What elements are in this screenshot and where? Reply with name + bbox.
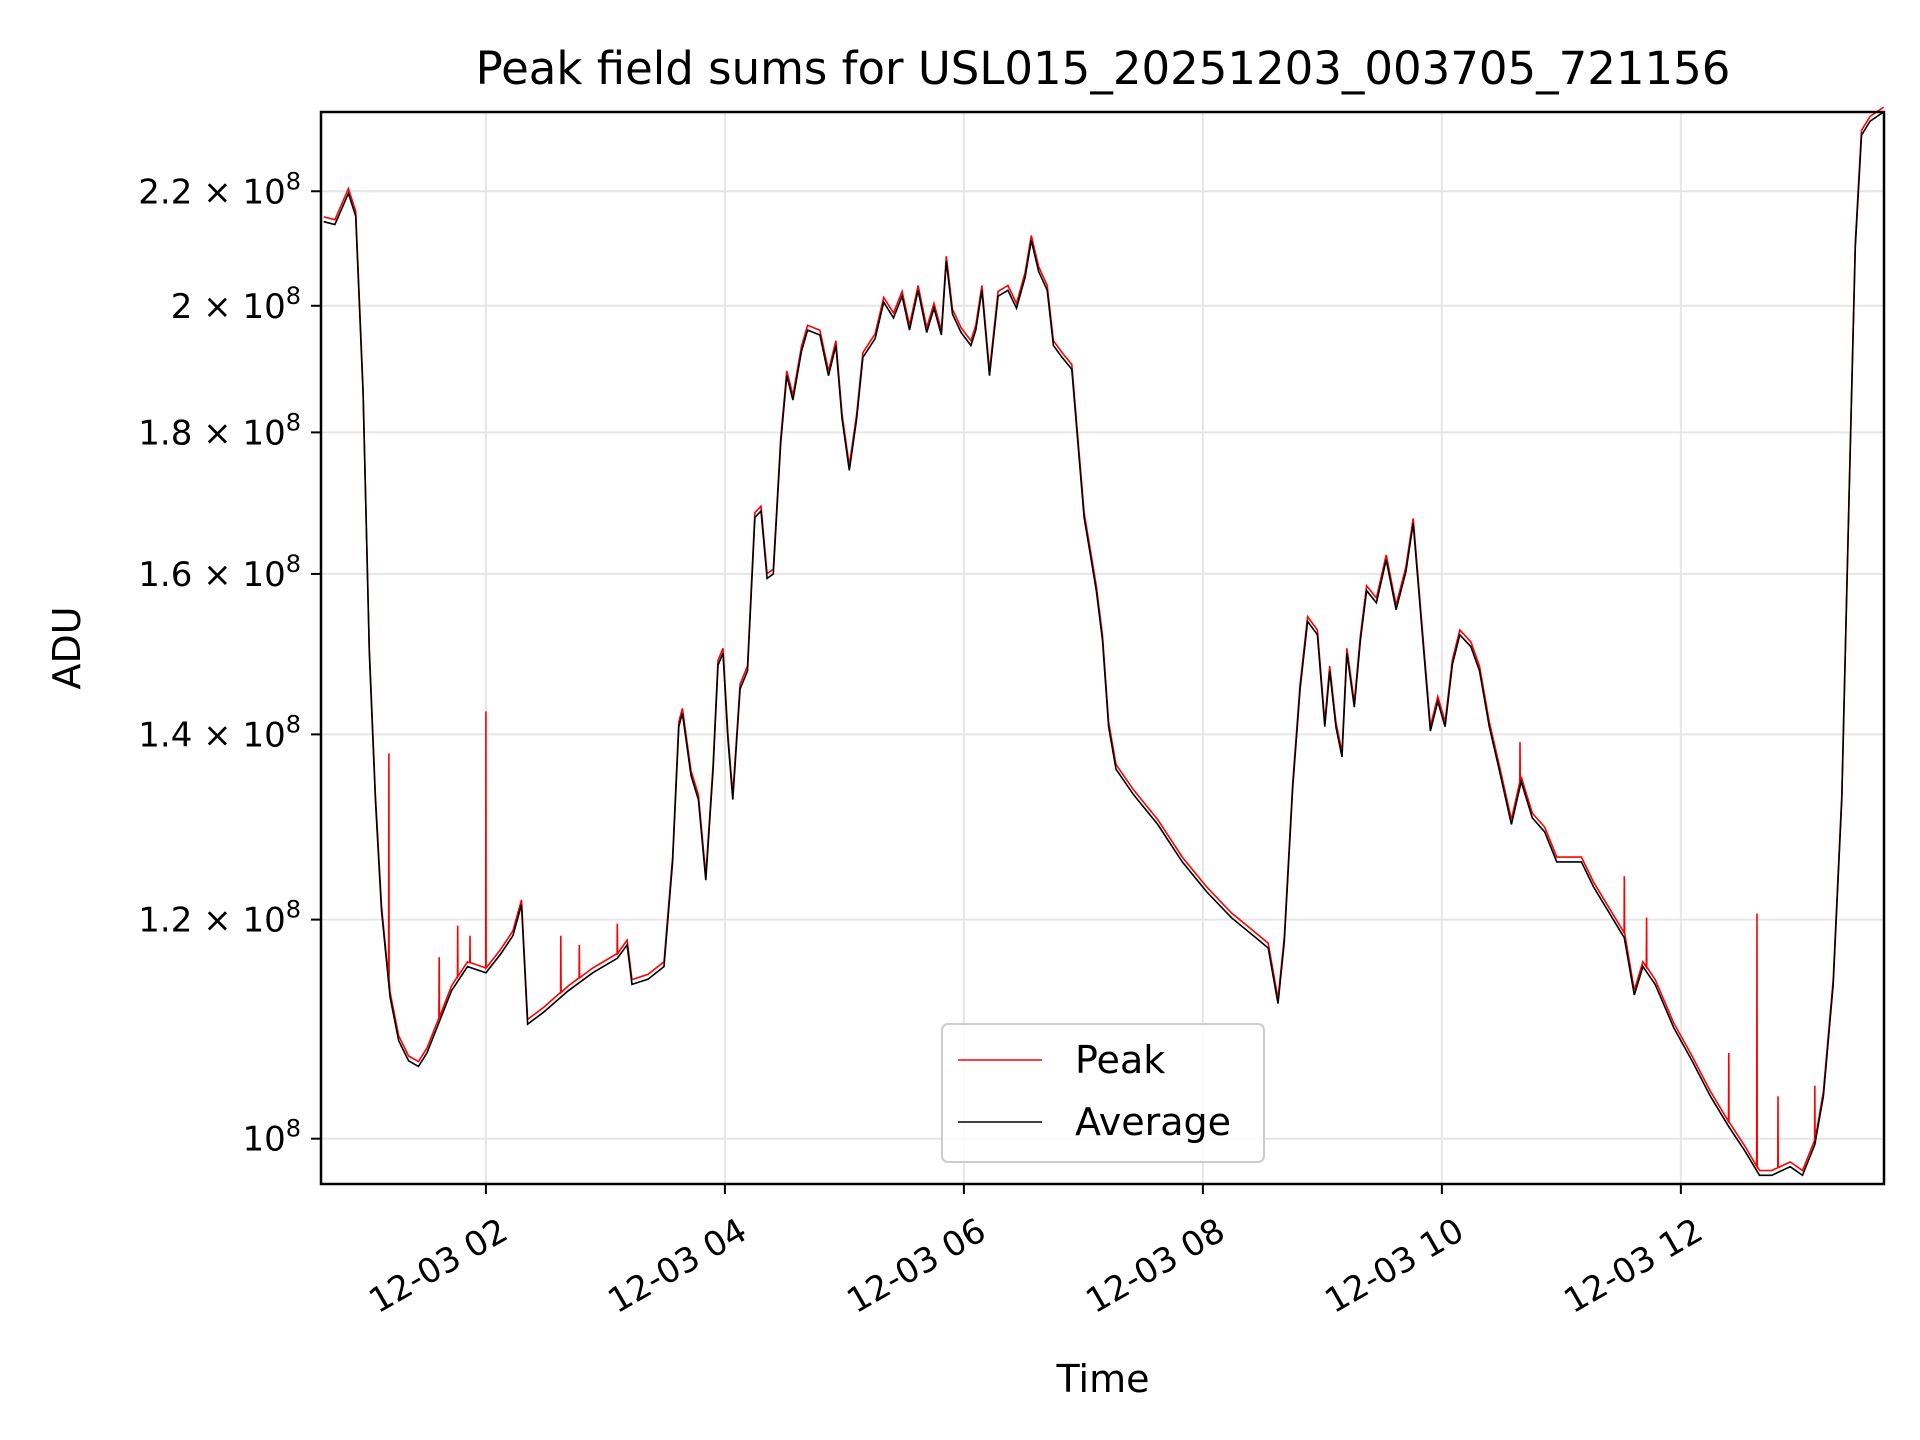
axes-frame [319,110,1886,1186]
legend: Peak Average [941,1023,1265,1163]
y-tick-label: 1.8 × 108 [138,408,301,453]
y-tick-label: 1.2 × 108 [138,896,301,941]
y-tick-label: 2.2 × 108 [138,167,301,212]
legend-peak-label: Peak [1075,1038,1165,1082]
grid [321,112,1884,1184]
chart-title: Peak field sums for USL015_20251203_0037… [476,42,1731,95]
plot-lines [323,106,1885,1177]
y-axis-label: ADU [45,606,89,689]
average-series-line [323,111,1885,1177]
y-tick-label: 108 [242,1115,301,1160]
y-tick-label: 1.6 × 108 [138,550,301,595]
y-tick-label: 1.4 × 108 [138,710,301,755]
x-axis-label: Time [1056,1357,1150,1401]
legend-box [941,1023,1265,1163]
y-tick-label: 2 × 108 [171,282,301,327]
legend-average-label: Average [1075,1100,1231,1144]
